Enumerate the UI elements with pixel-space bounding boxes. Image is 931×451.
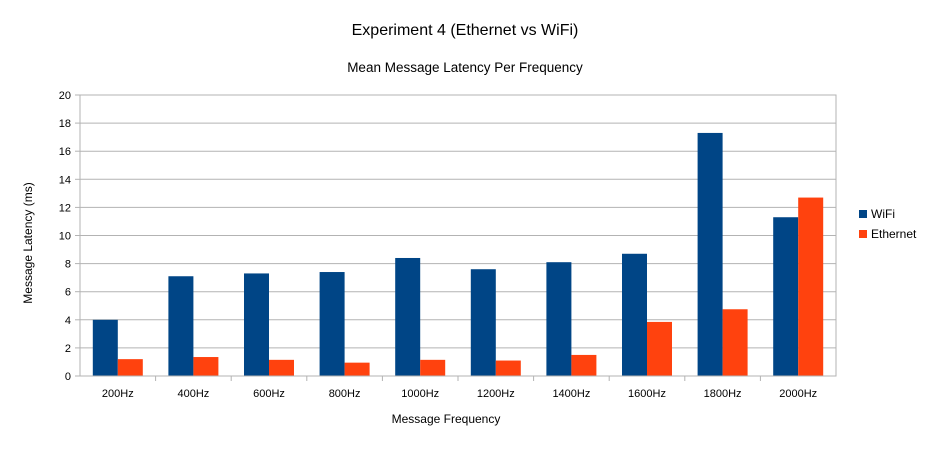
bar-wifi-400hz <box>168 276 194 376</box>
x-tick-label: 800Hz <box>329 388 361 400</box>
bar-ethernet-800hz <box>344 362 370 376</box>
bar-wifi-2000hz <box>773 217 799 376</box>
bar-ethernet-600hz <box>269 359 294 376</box>
bar-wifi-1600hz <box>622 253 647 376</box>
x-tick-label: 600Hz <box>253 388 285 400</box>
legend: WiFi Ethernet <box>859 207 917 241</box>
legend-label-wifi: WiFi <box>871 207 895 221</box>
chart-subtitle: Mean Message Latency Per Frequency <box>347 60 583 75</box>
tick-labels: 0 2 4 6 8 10 12 14 16 18 20 200Hz 400Hz 600Hz 800Hz 100… <box>59 90 817 400</box>
bar-wifi-1800hz <box>697 132 723 376</box>
y-tick-label: 0 <box>65 371 71 383</box>
bar-ethernet-1200hz <box>495 360 521 376</box>
y-tick-label: 16 <box>59 146 71 158</box>
x-tick-label: 1400Hz <box>552 388 590 400</box>
x-tick-label: 2000Hz <box>779 388 817 400</box>
bar-ethernet-1400hz <box>571 354 597 376</box>
bar-ethernet-400hz <box>193 357 219 376</box>
x-tick-label: 200Hz <box>102 388 134 400</box>
x-tick-label: 1600Hz <box>628 388 666 400</box>
x-tick-label: 1200Hz <box>477 388 515 400</box>
bar-wifi-600hz <box>244 273 269 376</box>
bar-wifi-200hz <box>92 319 118 376</box>
x-tick-label: 1800Hz <box>704 388 742 400</box>
axes <box>75 94 837 381</box>
y-tick-label: 6 <box>65 287 71 299</box>
y-tick-label: 10 <box>59 231 71 243</box>
y-tick-label: 2 <box>65 343 71 355</box>
x-tick-label: 400Hz <box>178 388 210 400</box>
chart-title: Experiment 4 (Ethernet vs WiFi) <box>352 22 579 39</box>
x-tick-label: 1000Hz <box>401 388 439 400</box>
y-tick-label: 14 <box>59 174 71 186</box>
legend-swatch-wifi <box>859 210 867 218</box>
bar-ethernet-200hz <box>117 359 143 376</box>
y-tick-label: 4 <box>65 315 71 327</box>
y-axis-label: Message Latency (ms) <box>21 182 35 303</box>
bar-wifi-1000hz <box>395 257 421 376</box>
y-tick-label: 20 <box>59 90 71 102</box>
legend-label-ethernet: Ethernet <box>871 227 917 241</box>
bar-wifi-1200hz <box>470 269 496 376</box>
y-tick-label: 18 <box>59 118 71 130</box>
x-axis-label: Message Frequency <box>392 412 501 426</box>
bar-ethernet-1600hz <box>647 321 672 376</box>
bar-ethernet-2000hz <box>798 197 824 376</box>
bars <box>92 132 824 376</box>
bar-ethernet-1000hz <box>420 359 446 376</box>
y-tick-label: 8 <box>65 259 71 271</box>
bar-wifi-800hz <box>319 272 345 376</box>
bar-ethernet-1800hz <box>722 309 748 376</box>
y-tick-label: 12 <box>59 202 71 214</box>
bar-wifi-1400hz <box>546 262 572 376</box>
legend-swatch-ethernet <box>859 230 867 238</box>
